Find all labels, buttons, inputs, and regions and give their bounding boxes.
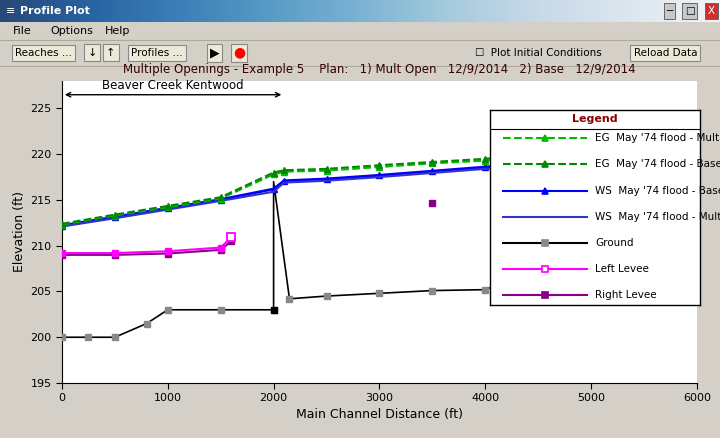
Text: WS  May '74 flood - Base: WS May '74 flood - Base [595,186,720,196]
Text: ●: ● [233,46,245,60]
Text: ─: ─ [667,6,672,16]
Text: WS  May '74 flood - Mult Open: WS May '74 flood - Mult Open [595,212,720,222]
Y-axis label: Elevation (ft): Elevation (ft) [13,191,26,272]
Text: Legend: Legend [572,114,618,124]
Text: Reload Data: Reload Data [634,48,697,58]
Text: Profiles ...: Profiles ... [131,48,183,58]
Text: ☐  Plot Initial Conditions: ☐ Plot Initial Conditions [475,48,602,58]
Text: EG  May '74 flood - Mult Open: EG May '74 flood - Mult Open [595,133,720,143]
X-axis label: Main Channel Distance (ft): Main Channel Distance (ft) [296,408,463,420]
Text: ▶: ▶ [210,46,220,59]
Title: Multiple Openings - Example 5    Plan:   1) Mult Open   12/9/2014   2) Base   12: Multiple Openings - Example 5 Plan: 1) M… [123,63,636,76]
Text: ↑: ↑ [106,48,116,58]
Text: Help: Help [104,25,130,35]
Text: X: X [708,6,715,16]
Text: Left Levee: Left Levee [595,264,649,274]
Text: Beaver Creek Kentwood: Beaver Creek Kentwood [102,79,244,92]
Text: Ground: Ground [595,238,634,248]
Text: Options: Options [50,25,94,35]
Text: File: File [13,25,32,35]
Text: Profile Plot: Profile Plot [20,6,90,16]
Text: ≡: ≡ [6,6,15,16]
Text: Reaches ...: Reaches ... [14,48,72,58]
Text: ↓: ↓ [87,48,97,58]
Text: □: □ [685,6,695,16]
Text: Right Levee: Right Levee [595,290,657,300]
Text: EG  May '74 flood - Base: EG May '74 flood - Base [595,159,720,170]
